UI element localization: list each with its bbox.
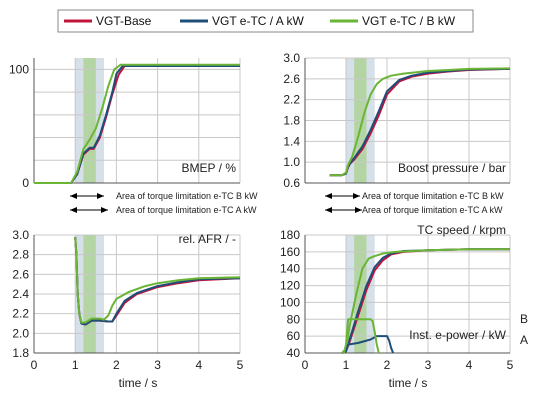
- ann-right-text-b: Area of torque limitation e-TC B kW: [362, 191, 504, 201]
- x-tick-label: 5: [237, 358, 244, 372]
- x-axis-label-right: time / s: [389, 376, 428, 390]
- panel-label-afr: rel. AFR / -: [179, 232, 236, 246]
- shaded-region: [354, 235, 367, 353]
- legend-box: [57, 9, 474, 33]
- panel-rel-afr: 1.8 2.0 2.2 2.4 2.6 2.8 3.0 0 1 2 3 4 5: [12, 228, 243, 372]
- annotation-right: Area of torque limitation e-TC B kW Area…: [325, 191, 504, 215]
- ann-right-text-a: Area of torque limitation e-TC A kW: [362, 205, 503, 215]
- x-tick-label: 2: [384, 358, 391, 372]
- series-line: [34, 65, 240, 184]
- legend: VGT-Base VGT e-TC / A kW VGT e-TC / B kW: [57, 9, 474, 33]
- series-line: [34, 63, 240, 184]
- y-tick-label: 2.2: [283, 93, 300, 107]
- panel-label-boost: Boost pressure / bar: [398, 161, 506, 175]
- y-tick-label: 2.0: [12, 326, 29, 340]
- panel-label-tc-speed: TC speed / krpm: [417, 223, 506, 237]
- x-tick-label: 1: [72, 358, 79, 372]
- y-tick-label: 3.0: [283, 51, 300, 65]
- y-tick-label: 2.8: [12, 248, 29, 262]
- ann-left-arrowhead-a2: [101, 207, 108, 213]
- ann-right-arrowhead-b2: [353, 193, 360, 199]
- panel-boost-pressure: 0.6 1.0 1.4 1.8 2.2 2.6 3.0: [283, 51, 511, 190]
- x-tick-label: 0: [31, 358, 38, 372]
- y-tick-label: 1.8: [12, 346, 29, 360]
- panel-label-bmep: BMEP / %: [182, 161, 237, 175]
- label-b: B: [520, 312, 528, 326]
- y-tick-label: 0.6: [283, 176, 300, 190]
- y-tick-label: 100: [280, 295, 300, 309]
- x-tick-label: 1: [343, 358, 350, 372]
- series-line: [74, 236, 241, 324]
- x-tick-label: 3: [154, 358, 161, 372]
- y-tick-label: 180: [280, 228, 300, 242]
- series-line: [329, 67, 511, 177]
- ann-left-arrowhead-b1: [70, 193, 77, 199]
- panel-label-e-power: Inst. e-power / kW: [409, 328, 506, 342]
- y-tick-label: 160: [280, 245, 300, 259]
- annotation-left: Area of torque limitation e-TC B kW Area…: [70, 191, 258, 215]
- y-tick-label: 2.4: [12, 287, 29, 301]
- series-line: [342, 318, 380, 354]
- ann-right-arrowhead-b1: [325, 193, 332, 199]
- y-tick-label: 0: [22, 176, 29, 190]
- x-tick-label: 0: [302, 358, 309, 372]
- y-tick-label: 2.6: [12, 267, 29, 281]
- x-tick-label: 3: [425, 358, 432, 372]
- y-tick-label: 140: [280, 262, 300, 276]
- series-line: [343, 335, 395, 354]
- ann-left-arrowhead-b2: [97, 193, 104, 199]
- legend-label-b: VGT e-TC / B kW: [362, 14, 456, 28]
- ann-left-text-a: Area of torque limitation e-TC A kW: [116, 205, 257, 215]
- ann-right-arrowhead-a1: [325, 207, 332, 213]
- x-axis-label-left: time / s: [119, 376, 158, 390]
- y-tick-label: 1.4: [283, 134, 300, 148]
- legend-label-base: VGT-Base: [96, 14, 152, 28]
- y-tick-label: 3.0: [12, 228, 29, 242]
- y-tick-label: 2.2: [12, 307, 29, 321]
- series-line: [341, 248, 510, 354]
- label-a: A: [520, 333, 528, 347]
- x-tick-label: 4: [195, 358, 202, 372]
- torque-limitation-annotations: Area of torque limitation e-TC B kW Area…: [70, 191, 504, 215]
- y-tick-label: 80: [287, 312, 301, 326]
- y-tick-label: 60: [287, 329, 301, 343]
- ann-right-arrowhead-a2: [355, 207, 362, 213]
- x-tick-label: 5: [507, 358, 514, 372]
- panel-bmep: 0 100: [9, 58, 241, 190]
- ann-left-arrowhead-a1: [70, 207, 77, 213]
- x-tick-label: 2: [113, 358, 120, 372]
- shaded-region: [83, 58, 96, 183]
- y-tick-label: 1.0: [283, 155, 300, 169]
- ann-left-text-b: Area of torque limitation e-TC B kW: [116, 191, 258, 201]
- legend-label-a: VGT e-TC / A kW: [212, 14, 304, 28]
- y-tick-label: 40: [287, 346, 301, 360]
- x-tick-label: 4: [466, 358, 473, 372]
- y-tick-label: 2.6: [283, 72, 300, 86]
- panel-tc-speed: 40 60 80 100 120 140 160 180 0 1 2 3 4 5: [280, 228, 514, 372]
- y-tick-label: 120: [280, 279, 300, 293]
- y-tick-label: 1.8: [283, 114, 300, 128]
- y-tick-label: 100: [9, 62, 29, 76]
